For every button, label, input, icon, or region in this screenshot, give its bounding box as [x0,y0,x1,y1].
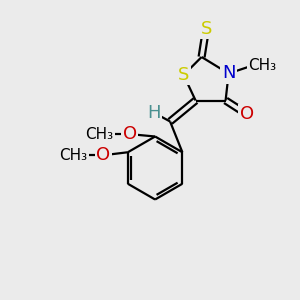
Text: CH₃: CH₃ [248,58,277,74]
Text: S: S [200,20,212,38]
Text: CH₃: CH₃ [59,148,87,163]
Text: H: H [147,103,160,122]
Text: O: O [239,105,254,123]
Text: O: O [96,146,110,164]
Text: CH₃: CH₃ [85,127,114,142]
Text: N: N [222,64,236,82]
Text: O: O [122,125,137,143]
Text: S: S [178,66,189,84]
